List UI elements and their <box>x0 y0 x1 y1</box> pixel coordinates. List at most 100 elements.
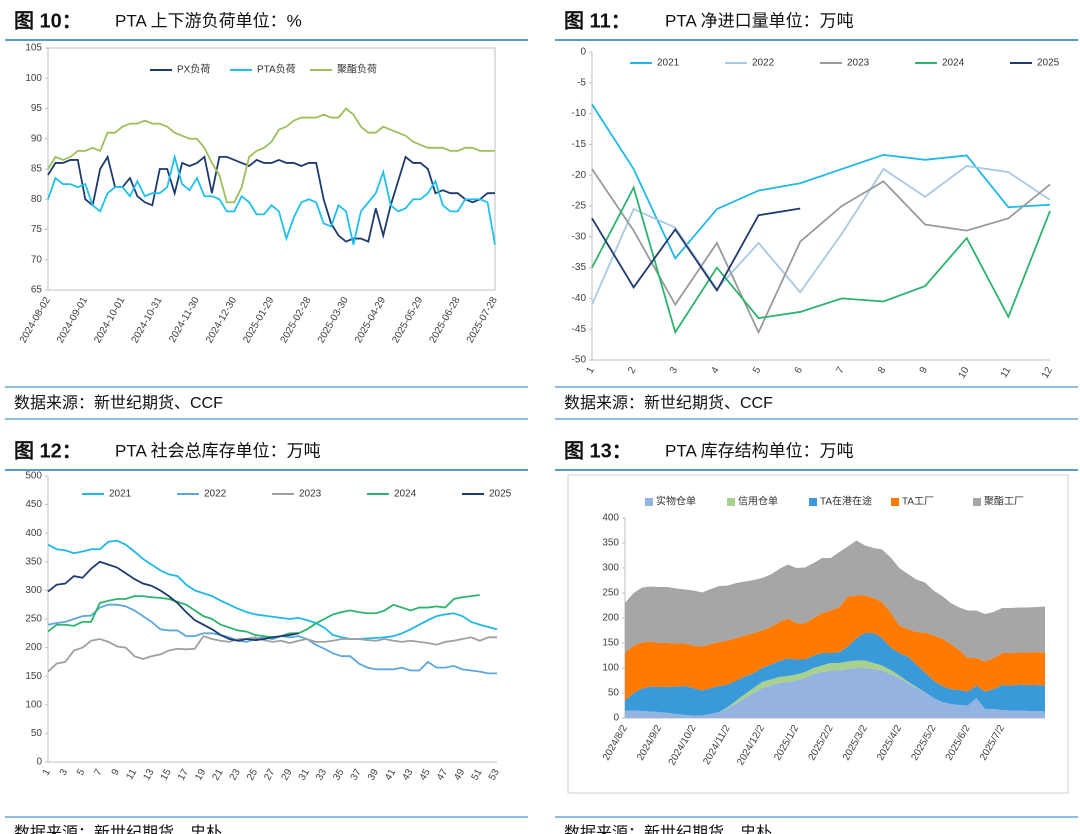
legend-label: 2021 <box>657 58 680 69</box>
y-tick-label: 250 <box>602 588 619 599</box>
x-tick-label: 3 <box>58 767 71 778</box>
legend-swatch <box>891 498 899 506</box>
y-tick-label: 50 <box>608 688 620 699</box>
x-tick-label: 45 <box>418 767 433 783</box>
legend-label: 2021 <box>109 489 132 500</box>
x-tick-label: 43 <box>400 767 415 783</box>
x-tick-label: 2024-08-02 <box>18 295 53 345</box>
x-tick-label: 27 <box>262 767 277 783</box>
x-tick-label: 2025-05-29 <box>390 295 425 345</box>
panel-title: PTA 上下游负荷单位：% <box>115 11 302 30</box>
y-tick-label: -25 <box>572 201 587 212</box>
y-tick-label: 200 <box>602 613 619 624</box>
y-tick-label: -45 <box>572 324 587 335</box>
series-line <box>47 603 497 675</box>
x-tick-label: 2 <box>626 365 639 376</box>
x-tick-label: 2025-01-29 <box>241 295 276 345</box>
legend-label: 2023 <box>847 58 870 69</box>
legend-swatch <box>973 498 981 506</box>
panel-title: PTA 库存结构单位：万吨 <box>665 441 854 460</box>
y-tick-label: 90 <box>31 133 43 144</box>
legend-label: 2025 <box>1037 58 1060 69</box>
x-tick-label: 8 <box>876 365 889 376</box>
x-tick-label: 10 <box>957 365 972 381</box>
y-tick-label: 65 <box>31 285 43 296</box>
series-line <box>47 560 299 642</box>
x-tick-label: 2025-07-28 <box>465 295 500 345</box>
x-tick-label: 47 <box>435 767 450 783</box>
y-tick-label: 450 <box>25 499 42 510</box>
x-tick-label: 31 <box>297 767 312 783</box>
x-tick-label: 2024/9/2 <box>635 723 664 763</box>
x-tick-label: 2025/6/2 <box>944 723 973 763</box>
legend-label: 2022 <box>752 58 775 69</box>
source: 数据来源：新世纪期货、CCF <box>14 394 223 412</box>
legend-label: PX负荷 <box>177 63 210 76</box>
legend-swatch <box>645 498 653 506</box>
panel-title: PTA 社会总库存单位：万吨 <box>115 441 321 460</box>
x-tick-label: 2024-12-30 <box>204 295 239 345</box>
y-tick-label: 75 <box>31 224 43 235</box>
x-tick-label: 7 <box>92 767 105 778</box>
x-tick-label: 1 <box>41 767 54 778</box>
x-tick-label: 1 <box>585 365 598 376</box>
x-tick-label: 2025-04-29 <box>353 295 388 345</box>
source: 数据来源：新世纪期货、忠朴 <box>564 824 772 834</box>
x-tick-label: 37 <box>349 767 364 783</box>
legend-label: 信用仓单 <box>738 495 778 508</box>
legend-label: TA工厂 <box>902 497 934 508</box>
legend-label: PTA负荷 <box>257 63 296 76</box>
y-tick-label: 100 <box>25 699 42 710</box>
x-tick-label: 2024-09-01 <box>55 295 90 345</box>
y-tick-label: 150 <box>602 638 619 649</box>
x-tick-label: 2024/10/2 <box>667 723 699 767</box>
y-tick-label: 300 <box>602 563 619 574</box>
source: 数据来源：新世纪期货、忠朴 <box>14 824 222 834</box>
legend-label: 2024 <box>942 58 965 69</box>
x-tick-label: 13 <box>141 767 156 783</box>
y-tick-label: -5 <box>577 77 586 88</box>
chart-frame <box>567 474 1069 794</box>
y-tick-label: -35 <box>572 262 587 273</box>
x-tick-label: 2025/3/2 <box>841 723 870 763</box>
x-tick-label: 2025/4/2 <box>875 723 904 763</box>
legend-label: 2023 <box>299 489 322 500</box>
x-tick-label: 12 <box>1040 365 1055 381</box>
x-tick-label: 5 <box>751 365 764 376</box>
x-tick-label: 11 <box>999 365 1014 380</box>
y-tick-label: 200 <box>25 642 42 653</box>
y-tick-label: 100 <box>25 73 42 84</box>
series-line <box>47 539 498 640</box>
x-tick-label: 9 <box>918 365 931 376</box>
x-tick-label: 17 <box>176 767 191 783</box>
x-tick-label: 11 <box>125 767 140 782</box>
series-line <box>47 154 495 243</box>
x-tick-label: 2025/1/2 <box>772 723 801 763</box>
y-tick-label: -20 <box>572 170 587 181</box>
y-tick-label: 400 <box>25 528 42 539</box>
series-line <box>47 107 495 204</box>
x-tick-label: 2024-10-01 <box>92 295 127 345</box>
y-tick-label: 0 <box>613 713 619 724</box>
x-tick-label: 4 <box>709 365 722 376</box>
stacked-area <box>625 540 1045 662</box>
stacked-area <box>625 668 1045 718</box>
series-line <box>47 594 480 639</box>
y-tick-label: -15 <box>572 139 587 150</box>
source: 数据来源：新世纪期货、CCF <box>564 394 773 412</box>
x-tick-label: 29 <box>280 767 295 783</box>
panel-label: 图 10： <box>14 9 82 32</box>
y-tick-label: 70 <box>31 254 43 265</box>
legend-label: TA在港在途 <box>820 495 872 508</box>
y-tick-label: 105 <box>25 43 42 54</box>
legend-swatch <box>809 498 817 506</box>
y-tick-label: -50 <box>572 355 587 366</box>
y-tick-label: -40 <box>572 293 587 304</box>
stacked-area <box>625 595 1045 701</box>
x-tick-label: 9 <box>110 767 123 778</box>
legend-label: 聚酯工厂 <box>984 496 1024 508</box>
x-tick-label: 2025/5/2 <box>909 723 938 763</box>
legend-label: 实物仓单 <box>656 495 696 508</box>
y-tick-label: 0 <box>580 47 586 58</box>
series-line <box>591 207 801 293</box>
